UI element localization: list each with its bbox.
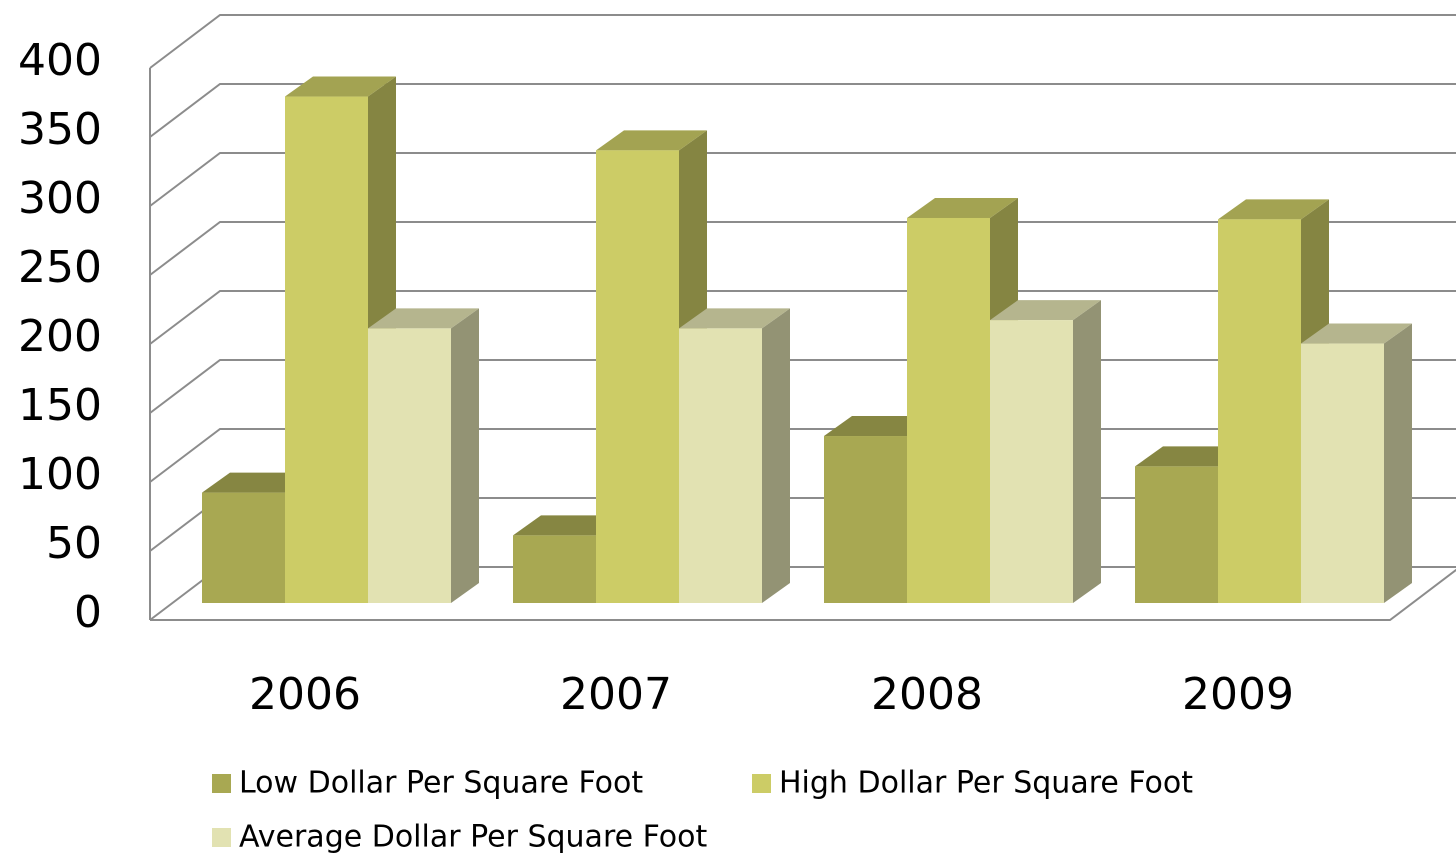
y-tick-label: 150 [18, 380, 102, 431]
y-tick-label: 250 [18, 242, 102, 293]
bar-top [679, 308, 790, 329]
bar [513, 535, 596, 603]
y-tick-label: 200 [18, 311, 102, 362]
grid-line [149, 221, 1456, 276]
x-tick-label: 2009 [1182, 669, 1294, 720]
y-tick-label: 50 [46, 518, 102, 569]
grid-line [149, 83, 1456, 138]
bar-side [1073, 300, 1101, 603]
bar [824, 436, 907, 603]
bar-side [451, 308, 479, 603]
bar [679, 328, 762, 603]
legend-swatch [752, 774, 771, 793]
legend-label: Low Dollar Per Square Foot [239, 766, 643, 801]
legend-label: High Dollar Per Square Foot [779, 766, 1193, 801]
x-tick-label: 2008 [871, 669, 983, 720]
bar-top [1301, 323, 1412, 344]
bar-top [596, 130, 707, 151]
floor-edge [150, 568, 1456, 621]
y-tick-label: 300 [18, 173, 102, 224]
legend-label: Average Dollar Per Square Foot [239, 820, 708, 855]
bar [202, 492, 285, 603]
bar [1135, 466, 1218, 603]
bar [1301, 343, 1384, 603]
bar [368, 328, 451, 603]
bar-side [762, 308, 790, 603]
bar-top [368, 308, 479, 329]
bar [990, 320, 1073, 603]
y-tick-label: 350 [18, 104, 102, 155]
bar-top [285, 76, 396, 97]
bar [1218, 219, 1301, 604]
bar [596, 150, 679, 604]
x-tick-label: 2007 [560, 669, 672, 720]
legend-swatch [212, 774, 231, 793]
bar-top [990, 300, 1101, 321]
grid-line [149, 290, 1456, 345]
x-tick-label: 2006 [249, 669, 361, 720]
bar-top [907, 197, 1018, 218]
y-tick-label: 0 [74, 587, 102, 638]
bar-side [1384, 323, 1412, 603]
bar [907, 217, 990, 604]
bar [285, 96, 368, 603]
bar-top [1218, 199, 1329, 220]
y-tick-label: 100 [18, 449, 102, 500]
legend-swatch [212, 828, 231, 847]
y-tick-label: 400 [18, 35, 102, 86]
grid-line [149, 14, 1456, 69]
grid-line [149, 152, 1456, 207]
